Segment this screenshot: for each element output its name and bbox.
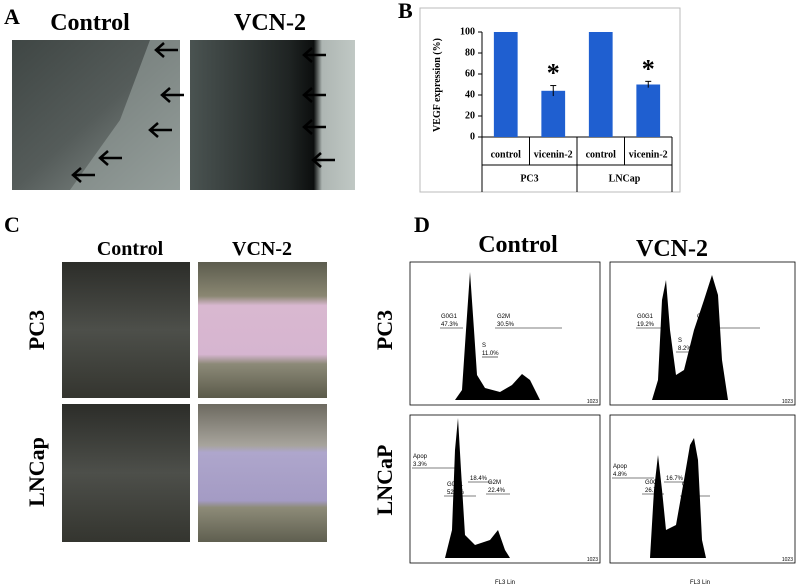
panel-title: Control: [50, 10, 130, 36]
group-label: PC3: [520, 173, 538, 184]
axis-end-label: 1023: [587, 557, 598, 563]
panel-d: D Control VCN-2 PC3 LNCaP G0G1 47.3% G2M 30…: [372, 212, 796, 586]
y-tick-label: 20: [465, 110, 475, 121]
y-tick-label: 0: [470, 131, 475, 142]
panel-label: C: [4, 212, 20, 237]
y-tick-label: 40: [465, 89, 475, 100]
y-tick-label: 80: [465, 47, 475, 58]
gate-label: 52.7%: [447, 490, 465, 496]
panel-c: C Control VCN-2 PC3 LNCap: [4, 212, 327, 542]
arrows: [71, 42, 335, 183]
gate-label: 51.2%: [682, 490, 700, 496]
row-label: PC3: [372, 310, 397, 350]
x-tick-label: vicenin-2: [534, 149, 573, 160]
axis-end-label: 1023: [782, 557, 793, 563]
gate-label: 16.7%: [666, 476, 684, 482]
histogram: [650, 438, 706, 558]
gate-label: G2M: [488, 480, 501, 486]
gate-label: G2M: [697, 314, 710, 320]
gate-label: 47.3%: [441, 322, 459, 328]
gate-label: 22.4%: [488, 488, 506, 494]
histogram-frame: [609, 414, 796, 564]
gate-label: 26.7%: [645, 488, 663, 494]
panel-label: D: [414, 212, 430, 237]
x-axis-label: FL3 Lin: [690, 580, 710, 586]
row-label: LNCaP: [372, 445, 397, 516]
gate-label: 18.4%: [470, 476, 488, 482]
cell-layer: [70, 40, 180, 190]
x-tick-label: vicenin-2: [629, 149, 668, 160]
micrograph: [198, 262, 327, 398]
gate-label: 3.3%: [413, 462, 427, 468]
micrograph: [190, 40, 355, 190]
panel-label: A: [4, 4, 20, 29]
gate-label: G0G1: [447, 482, 464, 488]
panel-a: A Control VCN-2: [4, 4, 355, 190]
y-tick-label: 60: [465, 68, 475, 79]
histogram: [652, 275, 728, 400]
micrograph: [198, 404, 327, 542]
gate-label: 30.5%: [497, 322, 515, 328]
panel-title: Control: [478, 232, 558, 258]
y-axis-label: VEGF expression (%): [432, 38, 443, 132]
panel-title: Control: [97, 238, 164, 260]
axis-end-label: 1023: [587, 399, 598, 405]
row-label: PC3: [24, 310, 49, 350]
gate-label: Apop: [413, 454, 428, 460]
bar: [636, 84, 661, 137]
bar: [588, 32, 613, 137]
axis-end-label: 1023: [782, 399, 793, 405]
histogram-frame: [409, 414, 601, 564]
gate-label: G2M: [497, 314, 510, 320]
histogram-frame: [609, 261, 796, 406]
gate-label: 4.8%: [613, 472, 627, 478]
y-tick-label: 100: [460, 26, 475, 37]
x-tick-label: control: [491, 149, 522, 160]
x-tick-label: control: [586, 149, 617, 160]
annotation: *: [547, 59, 560, 88]
micrograph: [62, 404, 190, 542]
gate-label: G2M: [682, 482, 695, 488]
gate-label: Apop: [613, 464, 628, 470]
gate-label: 58.4%: [697, 322, 715, 328]
gate-label: G0G1: [441, 314, 458, 320]
panel-b: B VEGF expression (%) 0 20 40 60 80 100 contro…: [398, 0, 681, 193]
panel-label: B: [398, 0, 413, 23]
panel-title: VCN-2: [234, 10, 306, 36]
gate-label: S: [482, 343, 486, 349]
row-label: LNCap: [24, 437, 49, 507]
bar: [493, 32, 518, 137]
annotation: *: [642, 54, 655, 83]
gate-label: 19.2%: [637, 322, 655, 328]
micrograph: [62, 262, 190, 398]
histogram: [445, 418, 510, 558]
panel-title: VCN-2: [232, 238, 292, 260]
gate-label: 11.0%: [482, 351, 499, 357]
bar: [541, 90, 566, 137]
panel-title: VCN-2: [636, 236, 708, 262]
gate-label: S: [678, 338, 682, 344]
x-axis-label: FL3 Lin: [495, 580, 515, 586]
histogram: [455, 272, 540, 400]
gate-label: G0G1: [645, 480, 662, 486]
group-label: LNCap: [609, 173, 641, 184]
gate-label: G0G1: [637, 314, 654, 320]
gate-label: 8.2%: [678, 346, 692, 352]
histogram-frame: [409, 261, 601, 406]
